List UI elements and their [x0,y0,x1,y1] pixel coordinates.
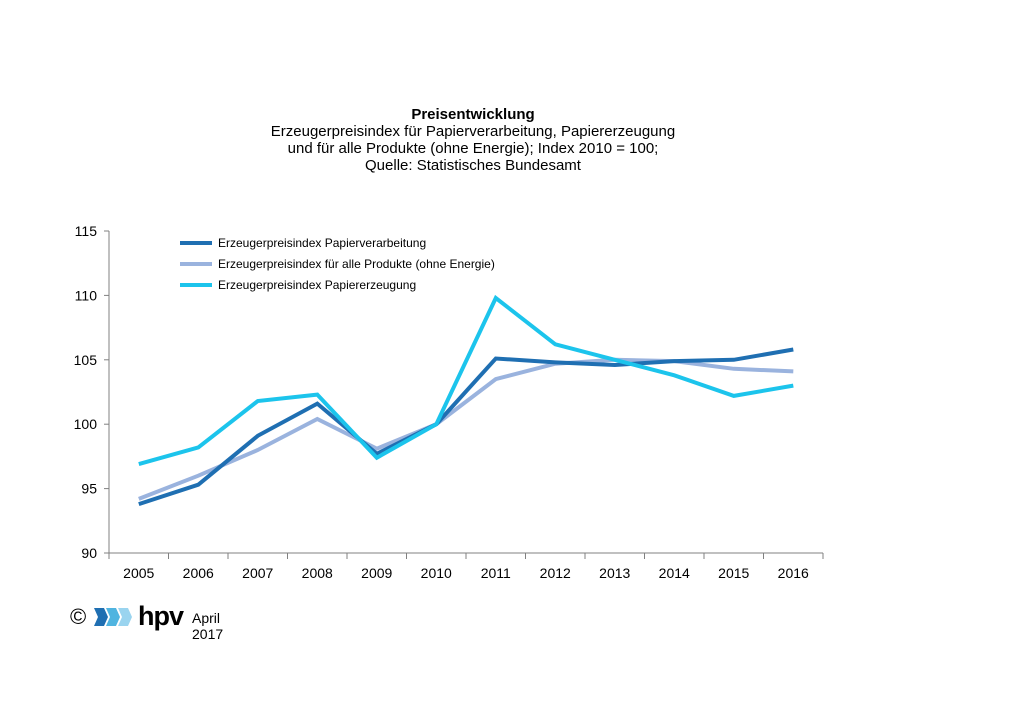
x-tick-label: 2009 [361,565,392,581]
series-line [138,347,794,507]
legend-label: Erzeugerpreisindex Papierverarbeitung [218,236,426,250]
footer-date: April 2017 [192,610,224,642]
chart-series [138,294,794,507]
series-line [138,294,794,467]
chart-title-block: Preisentwicklung Erzeugerpreisindex für … [230,106,716,174]
brand-logo-text: hpv [138,601,184,631]
copyright-symbol: © [70,604,87,629]
x-tick-label: 2011 [481,565,511,581]
chart-axes: 90 95 100 105 110 115 2005 2006 2007 2008 2009 2010… [74,223,824,581]
legend-label: Erzeugerpreisindex für alle Produkte (oh… [218,257,495,271]
chart-legend: Erzeugerpreisindex Papierverarbeitung Erz… [180,236,495,292]
chart-subtitle-line-3: Quelle: Statistisches Bundesamt [365,157,581,174]
chart-title: Preisentwicklung [411,106,535,123]
x-tick-label: 2015 [718,565,749,581]
y-tick-label: 115 [75,223,98,239]
x-tick-label: 2006 [183,565,214,581]
x-tick-label: 2014 [659,565,690,581]
y-tick-label: 90 [81,545,97,561]
x-tick-label: 2010 [421,565,452,581]
y-tick-label: 100 [74,416,98,432]
x-tick-label: 2012 [540,565,571,581]
chart-subtitle-line-2: und für alle Produkte (ohne Energie); In… [287,140,659,157]
hpv-logo-arrows-icon [94,608,132,626]
x-tick-label: 2005 [123,565,154,581]
x-tick-label: 2008 [302,565,333,581]
x-tick-label: 2013 [599,565,630,581]
chart-subtitle-line-1: Erzeugerpreisindex für Papierverarbeitun… [270,123,676,140]
y-tick-label: 110 [75,287,98,303]
legend-label: Erzeugerpreisindex Papiererzeugung [218,278,416,292]
y-tick-label: 105 [74,352,98,368]
y-tick-label: 95 [81,481,97,497]
x-tick-label: 2016 [778,565,809,581]
x-tick-label: 2007 [242,565,273,581]
